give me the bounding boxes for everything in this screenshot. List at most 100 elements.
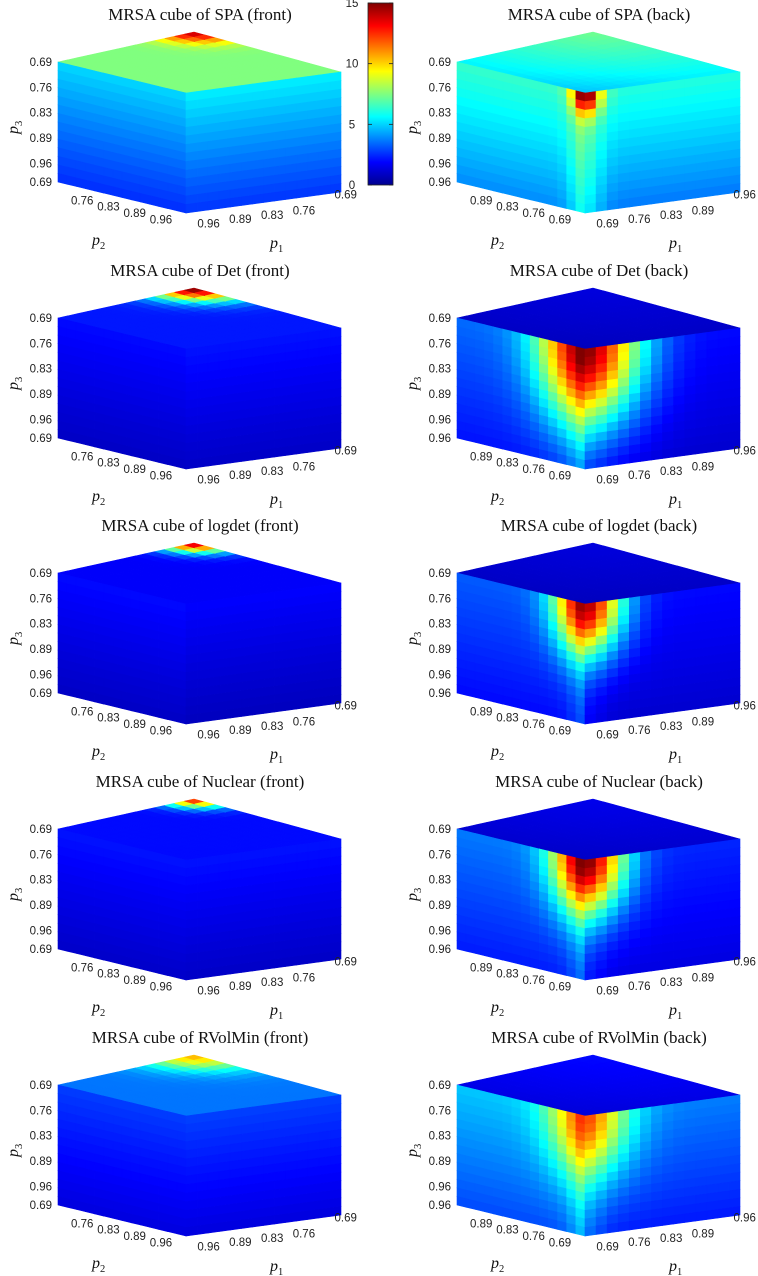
surface-cell bbox=[130, 446, 141, 459]
p2-axis-label-text: p bbox=[91, 743, 100, 760]
surface-cell bbox=[241, 962, 253, 973]
surface-cell bbox=[121, 444, 132, 457]
p2-tick-label: 0.83 bbox=[97, 458, 119, 470]
surface-cell bbox=[263, 192, 275, 203]
p3-axis-label: p3 bbox=[5, 377, 25, 391]
surface-cell bbox=[185, 969, 198, 981]
p1-axis-label-text: p bbox=[269, 746, 278, 763]
p3-tick-label: 0.76 bbox=[429, 82, 451, 94]
p2-tick-label: 0.76 bbox=[71, 962, 93, 974]
p1-axis-label: p1 bbox=[668, 746, 682, 766]
surface-cell bbox=[595, 968, 608, 979]
surface-cell bbox=[167, 710, 178, 723]
p3-tick-label: 0.89 bbox=[429, 389, 451, 401]
p2-tick-label: 0.83 bbox=[496, 969, 518, 981]
p1-axis-label-subscript: 1 bbox=[677, 1011, 682, 1022]
surface-cell bbox=[584, 202, 597, 214]
surface-cell bbox=[595, 201, 608, 212]
surface-cell bbox=[94, 948, 105, 961]
surface-cell bbox=[584, 713, 597, 725]
p2-tick-label: 0.76 bbox=[523, 208, 545, 220]
surface-cell bbox=[296, 187, 309, 199]
p2-tick-label: 0.89 bbox=[124, 975, 146, 987]
surface-cell bbox=[695, 187, 708, 199]
p1-axis-label: p1 bbox=[668, 491, 682, 511]
surface-cell bbox=[575, 968, 586, 981]
cube-right-face bbox=[185, 71, 342, 214]
p3-tick-label: 0.96 bbox=[30, 925, 52, 937]
surface-cell bbox=[85, 946, 95, 959]
surface-cell bbox=[196, 968, 209, 979]
surface-cell bbox=[640, 962, 652, 973]
p1-tick-label: 0.89 bbox=[229, 725, 251, 737]
surface-cell bbox=[263, 448, 275, 459]
p2-tick-label: 0.76 bbox=[523, 975, 545, 987]
p3-tick-label: 0.83 bbox=[30, 364, 52, 376]
p2-tick-label: 0.76 bbox=[523, 464, 545, 476]
p1-axis-label-subscript: 1 bbox=[278, 1011, 283, 1022]
surface-cell bbox=[684, 700, 697, 711]
surface-cell bbox=[185, 458, 198, 470]
p1-axis-label-text: p bbox=[269, 1002, 278, 1019]
p3-tick-label: 0.83 bbox=[429, 875, 451, 887]
surface-cell bbox=[57, 429, 68, 441]
surface-cell bbox=[241, 451, 253, 462]
surface-cell bbox=[207, 966, 220, 978]
p3-axis-label-text: p bbox=[404, 126, 421, 135]
p2-tick-label: 0.89 bbox=[124, 464, 146, 476]
panels-layer: MRSA cube of SPA (front)0.690.760.830.89… bbox=[5, 5, 756, 1276]
p1-tick-label: 0.89 bbox=[229, 214, 251, 226]
p3-axis-label: p3 bbox=[404, 888, 424, 902]
p1-tick-label: 0.76 bbox=[628, 214, 650, 226]
surface-cell bbox=[176, 968, 187, 981]
p1-tick-label: 0.96 bbox=[734, 445, 756, 457]
p3-axis-label-subscript: 3 bbox=[413, 632, 424, 637]
p2-tick-label: 0.69 bbox=[30, 688, 52, 700]
p3-axis-label-text: p bbox=[5, 637, 22, 646]
p3-axis-label: p3 bbox=[5, 121, 25, 135]
surface-cell bbox=[94, 181, 105, 194]
surface-cell bbox=[456, 684, 467, 696]
cube-right-face bbox=[185, 582, 342, 725]
p1-tick-label: 0.96 bbox=[734, 956, 756, 968]
p3-tick-label: 0.96 bbox=[429, 414, 451, 426]
surface-cell bbox=[274, 446, 286, 458]
surface-cell bbox=[595, 712, 608, 723]
surface-cell bbox=[149, 706, 159, 718]
surface-cell bbox=[75, 433, 86, 446]
surface-cell bbox=[112, 953, 123, 965]
surface-cell bbox=[606, 966, 619, 978]
p3-axis-label-subscript: 3 bbox=[14, 888, 25, 893]
surface-cell bbox=[617, 965, 630, 976]
p2-tick-label: 0.76 bbox=[523, 719, 545, 731]
surface-cell bbox=[130, 957, 141, 970]
p1-tick-label: 0.69 bbox=[596, 218, 618, 230]
surface-cell bbox=[662, 448, 674, 459]
surface-cell bbox=[274, 701, 286, 713]
p2-tick-label: 0.89 bbox=[470, 451, 492, 463]
p3-tick-label: 0.69 bbox=[429, 824, 451, 836]
p1-axis-label: p1 bbox=[668, 235, 682, 255]
p3-tick-label: 0.76 bbox=[30, 593, 52, 605]
surface-cell bbox=[57, 173, 68, 185]
surface-cell bbox=[307, 697, 320, 708]
surface-cell bbox=[717, 184, 730, 196]
surface-cell bbox=[185, 713, 198, 725]
p2-axis-label-text: p bbox=[490, 999, 499, 1016]
surface-cell bbox=[229, 707, 242, 719]
surface-cell bbox=[557, 197, 568, 209]
surface-cell bbox=[538, 703, 549, 716]
cube-top-face bbox=[57, 287, 342, 350]
p2-axis-label: p2 bbox=[490, 999, 504, 1019]
surface-cell bbox=[167, 455, 178, 468]
surface-cell bbox=[207, 710, 220, 722]
p2-axis-label-text: p bbox=[490, 232, 499, 249]
surface-cell bbox=[75, 944, 86, 957]
p1-tick-label: 0.89 bbox=[692, 973, 714, 985]
surface-cell bbox=[229, 452, 242, 464]
surface-cell bbox=[176, 457, 187, 470]
cube-panel-5: MRSA cube of logdet (front)0.690.760.830… bbox=[5, 516, 357, 766]
p1-axis-label-subscript: 1 bbox=[677, 500, 682, 511]
surface-cell bbox=[548, 195, 558, 207]
